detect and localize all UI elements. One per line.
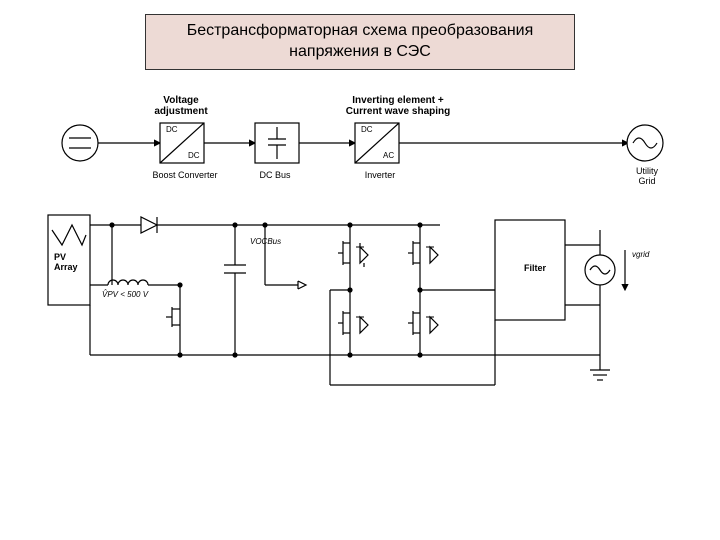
pv-label: PV Array — [54, 253, 78, 273]
inverter-caption: Inverter — [350, 170, 410, 180]
dcac-in: DC — [361, 125, 373, 134]
dcac-out: AC — [383, 151, 394, 160]
circuit-diagram: Voltage adjustment Inverting element + C… — [40, 95, 680, 455]
vgrid-label: vgrid — [632, 250, 649, 259]
filter-label: Filter — [524, 263, 546, 273]
dcbus-caption: DC Bus — [245, 170, 305, 180]
voltage-adj-label: Voltage adjustment — [146, 95, 216, 117]
dcdc-in: DC — [166, 125, 178, 134]
utility-label: Utility Grid — [622, 167, 672, 187]
circuit-svg — [40, 95, 680, 455]
boost-caption: Boost Converter — [145, 170, 225, 180]
title-line1: Бестрансформаторная схема преобразования — [187, 22, 534, 39]
title-line2: напряжения в СЭС — [289, 43, 431, 60]
title-box: Бестрансформаторная схема преобразования… — [145, 14, 575, 70]
dcdc-out: DC — [188, 151, 200, 160]
vocbus-label: VOCBus — [250, 237, 281, 246]
vpv-label: V̂PV < 500 V — [102, 290, 148, 299]
inverting-label: Inverting element + Current wave shaping — [328, 95, 468, 117]
